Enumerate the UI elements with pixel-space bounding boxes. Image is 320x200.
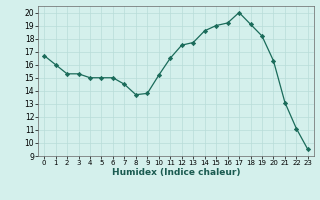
X-axis label: Humidex (Indice chaleur): Humidex (Indice chaleur) — [112, 168, 240, 177]
